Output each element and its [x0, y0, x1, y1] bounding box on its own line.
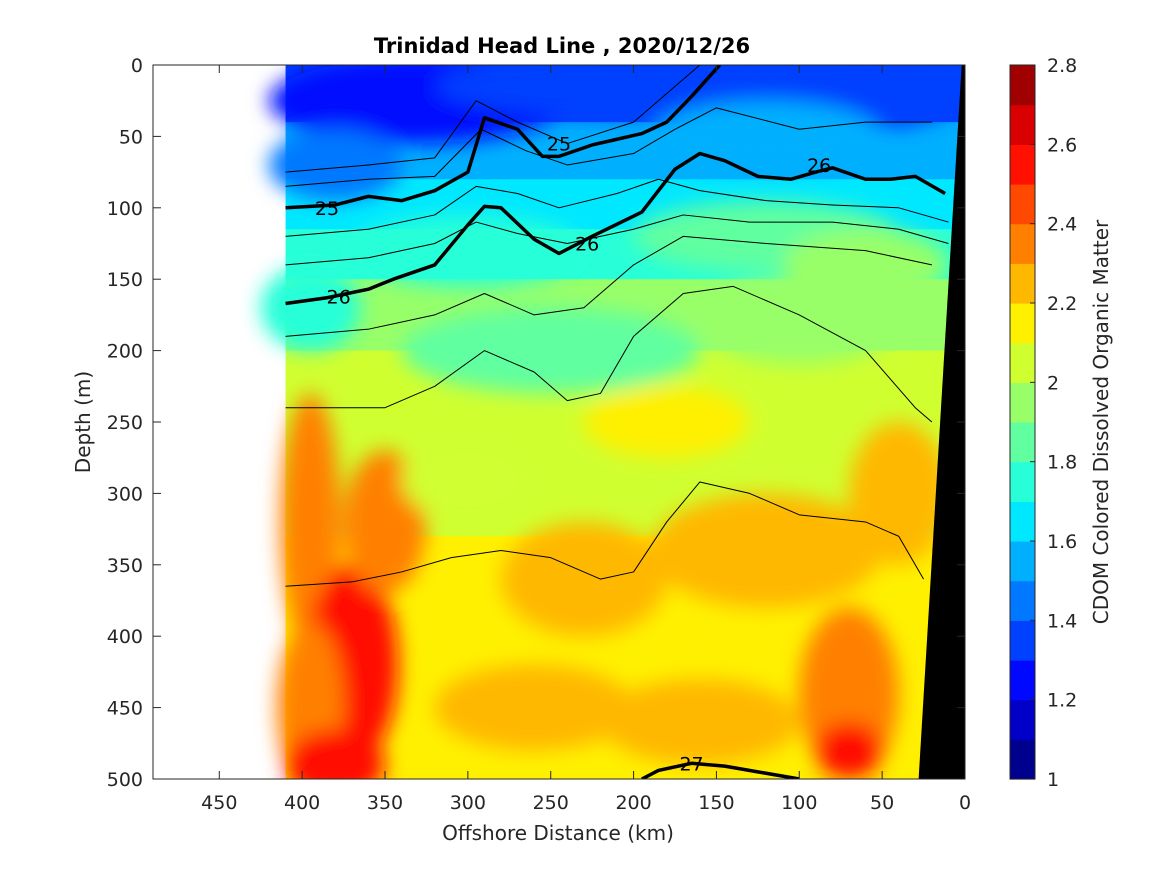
cdom-patch	[600, 679, 800, 765]
y-tick-label: 50	[119, 126, 143, 148]
colorbar-tick-label: 2.8	[1047, 55, 1077, 77]
x-tick-label: 100	[781, 792, 817, 814]
x-tick-label: 0	[959, 792, 971, 814]
colorbar-segment	[1010, 699, 1035, 740]
y-tick-label: 0	[131, 55, 143, 77]
isopycnal-27	[641, 761, 800, 779]
seafloor-bathymetry	[918, 65, 965, 779]
x-tick-label: 250	[533, 792, 569, 814]
y-tick-label: 400	[107, 626, 143, 648]
cdom-patch	[434, 664, 634, 751]
isopycnal-thin	[285, 235, 932, 337]
y-tick-label: 450	[107, 698, 143, 720]
cdom-patch	[699, 279, 899, 365]
y-axis-label: Depth (m)	[71, 371, 95, 473]
cdom-patch	[285, 729, 385, 779]
colorbar-tick-label: 2.4	[1047, 214, 1077, 236]
y-tick-label: 350	[107, 555, 143, 577]
x-tick-label: 150	[698, 792, 734, 814]
y-tick-label: 100	[107, 198, 143, 220]
colorbar-segment	[1010, 104, 1035, 145]
x-tick-label: 350	[367, 792, 403, 814]
colorbar-segment	[1010, 342, 1035, 383]
colorbar-segment	[1010, 739, 1035, 780]
density-contours: 25 25 26 26 26 27	[285, 65, 949, 779]
colorbar-tick-label: 1	[1047, 769, 1059, 791]
x-tick-label: 200	[615, 792, 651, 814]
contour-label-25: 25	[547, 134, 571, 156]
colorbar-segment	[1010, 461, 1035, 502]
x-tick-label: 50	[870, 792, 894, 814]
cdom-patch	[650, 493, 883, 608]
y-tick-label: 500	[107, 769, 143, 791]
colorbar-tick-label: 1.8	[1047, 452, 1077, 474]
colorbar-segment	[1010, 263, 1035, 304]
contour-label-27: 27	[679, 753, 703, 775]
chart-title: Trinidad Head Line , 2020/12/26	[374, 34, 750, 58]
colorbar-segment	[1010, 65, 1035, 106]
y-tick-label: 300	[107, 483, 143, 505]
colorbar-segment	[1010, 184, 1035, 225]
y-tick-label: 200	[107, 341, 143, 363]
colorbar-segment	[1010, 422, 1035, 463]
colorbar-tick-label: 2	[1047, 372, 1059, 394]
colorbar-tick-label: 1.2	[1047, 690, 1077, 712]
colorbar-segment	[1010, 580, 1035, 621]
cdom-patch	[849, 422, 949, 565]
y-tick-label: 250	[107, 412, 143, 434]
colorbar-segment	[1010, 382, 1035, 423]
colorbar-segment	[1010, 303, 1035, 344]
colorbar-tick-label: 2.6	[1047, 134, 1077, 156]
isopycnal-26	[285, 151, 946, 306]
isopycnal-thin	[285, 285, 933, 423]
colorbar-frame	[1009, 64, 1036, 780]
cdom-patch	[401, 436, 535, 522]
x-axis: 450 400 350 300 250 200 150 100 50 0	[201, 65, 971, 814]
isopycnal-thin	[285, 178, 949, 237]
isopycnal-thin	[285, 107, 932, 187]
colorbar-segment	[1010, 660, 1035, 701]
x-tick-label: 300	[450, 792, 486, 814]
cdom-patch	[500, 521, 667, 637]
cdom-patch	[401, 307, 700, 394]
x-axis-label: Offshore Distance (km)	[442, 821, 674, 845]
colorbar-segment	[1010, 501, 1035, 542]
isopycnal-thin	[285, 65, 701, 173]
isopycnal-25	[285, 65, 722, 210]
colorbar-label: CDOM Colored Dissolved Organic Matter	[1089, 219, 1113, 624]
colorbar-segment	[1010, 541, 1035, 582]
x-tick-label: 450	[201, 792, 237, 814]
contour-label-26: 26	[327, 286, 351, 308]
colorbar-segment	[1010, 620, 1035, 661]
cdom-patch	[269, 129, 402, 201]
contour-label-26: 26	[807, 155, 831, 177]
cdom-patch	[583, 386, 750, 458]
x-tick-label: 400	[284, 792, 320, 814]
cdom-field	[260, 65, 965, 779]
colorbar-segment	[1010, 223, 1035, 264]
y-tick-label: 150	[107, 269, 143, 291]
colorbar-tick-label: 1.6	[1047, 531, 1077, 553]
isopycnal-thin	[285, 214, 949, 266]
colorbar: 1 1.2 1.4 1.6 1.8 2 2.2 2.4 2.6 2.8	[1009, 55, 1077, 791]
contour-label-26: 26	[575, 234, 599, 256]
plot-area: 25 25 26 26 26 27	[153, 65, 965, 779]
y-axis: 0 50 100 150 200 250 300 350 400 450 500	[107, 55, 965, 791]
cdom-patch	[260, 264, 361, 351]
cdom-patch	[815, 721, 883, 779]
colorbar-tick-label: 2.2	[1047, 293, 1077, 315]
colorbar-tick-label: 1.4	[1047, 610, 1077, 632]
colorbar-segment	[1010, 144, 1035, 185]
contour-label-25: 25	[315, 198, 339, 220]
isopycnal-thin	[285, 481, 925, 587]
